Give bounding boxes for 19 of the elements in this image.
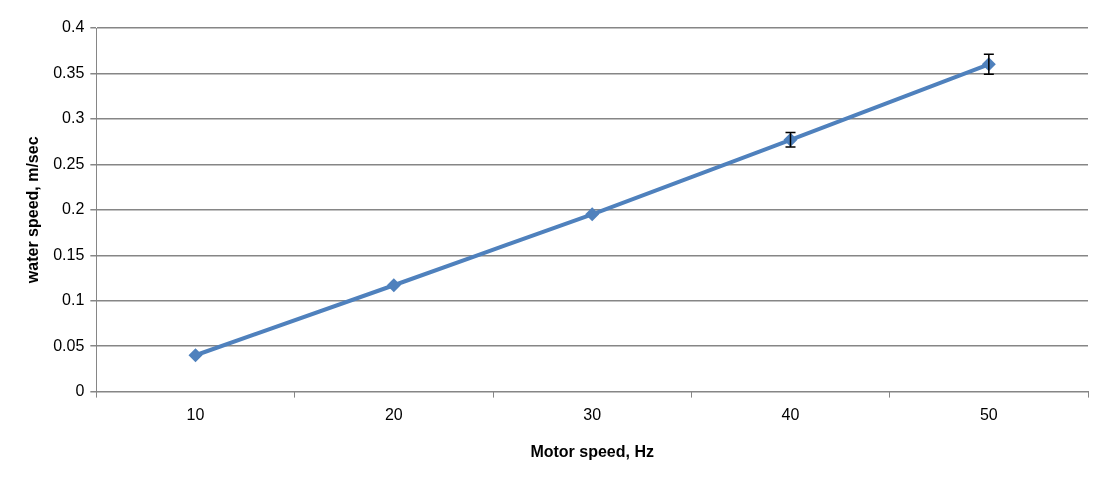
y-tick-label: 0.4 xyxy=(62,18,85,36)
y-axis-title: water speed, m/sec xyxy=(24,136,42,285)
point xyxy=(585,207,600,222)
y-tick-label: 0.25 xyxy=(53,154,85,172)
point xyxy=(386,278,401,293)
y-tick-label: 0.35 xyxy=(53,63,85,81)
x-tick-label: 10 xyxy=(186,405,205,423)
y-tick-label: 0.05 xyxy=(53,336,85,354)
point xyxy=(188,348,203,363)
x-tick-label: 20 xyxy=(384,405,403,423)
x-tick-label: 50 xyxy=(979,405,998,423)
x-tick-label: 30 xyxy=(583,405,602,423)
y-tick-label: 0.2 xyxy=(62,200,85,218)
y-tick-label: 0.15 xyxy=(53,245,85,263)
y-tick-label: 0.1 xyxy=(62,291,85,309)
y-tick-label: 0.3 xyxy=(62,109,85,127)
x-tick-label: 40 xyxy=(781,405,800,423)
y-tick-label: 0 xyxy=(75,382,85,400)
x-axis-title: Motor speed, Hz xyxy=(530,442,654,460)
